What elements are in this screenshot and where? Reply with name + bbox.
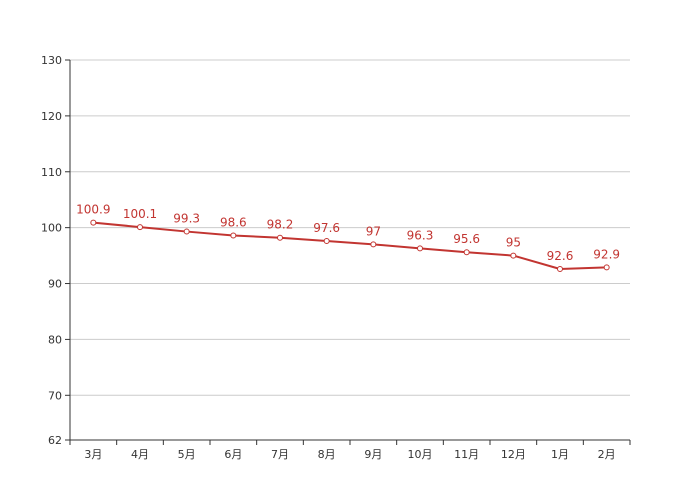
x-tick-label: 1月 bbox=[551, 448, 569, 461]
data-label: 92.6 bbox=[547, 249, 574, 263]
data-label: 97 bbox=[366, 224, 381, 238]
x-tick-label: 2月 bbox=[598, 448, 616, 461]
data-point bbox=[510, 252, 517, 259]
x-tick-label: 6月 bbox=[224, 448, 242, 461]
data-label: 99.3 bbox=[173, 212, 200, 226]
series-layer bbox=[93, 221, 607, 270]
data-point bbox=[370, 241, 377, 248]
y-tick-label: 130 bbox=[41, 54, 62, 67]
data-labels: 100.9 100.1 99.3 98.6 98.2 97.6 97 96.3 95.6 95 92… bbox=[76, 203, 620, 263]
data-label: 92.9 bbox=[593, 247, 620, 261]
x-tick-label: 12月 bbox=[501, 448, 526, 461]
x-tick-label: 4月 bbox=[131, 448, 149, 461]
y-tick-labels: 62 70 80 90 100 110 120 130 bbox=[41, 54, 62, 447]
x-tick-label: 11月 bbox=[454, 448, 479, 461]
data-point bbox=[557, 266, 563, 272]
data-label: 96.3 bbox=[407, 228, 434, 242]
data-point bbox=[463, 249, 470, 256]
data-label: 95 bbox=[506, 236, 521, 250]
data-point bbox=[183, 228, 190, 235]
x-tick-label: 9月 bbox=[364, 448, 382, 461]
y-tick-label: 80 bbox=[48, 333, 62, 346]
gridlines bbox=[70, 59, 630, 396]
y-tick-label: 100 bbox=[41, 222, 62, 235]
x-tick-label: 10月 bbox=[408, 448, 433, 461]
x-tick-label: 3月 bbox=[84, 448, 102, 461]
data-point bbox=[277, 234, 283, 241]
x-tick-labels: 3月 4月 5月 6月 7月 8月 9月 10月 11月 12月 1月 2月 bbox=[84, 448, 615, 461]
x-tick-label: 5月 bbox=[178, 448, 196, 461]
data-label: 97.6 bbox=[313, 221, 340, 235]
data-label: 100.9 bbox=[76, 203, 110, 217]
data-label: 98.6 bbox=[220, 215, 247, 229]
x-tick-label: 7月 bbox=[271, 448, 289, 461]
y-tick-label: 90 bbox=[48, 278, 62, 291]
series-line bbox=[93, 221, 607, 270]
data-point bbox=[603, 264, 610, 271]
data-point bbox=[323, 238, 330, 245]
axes bbox=[65, 59, 631, 445]
data-point bbox=[90, 219, 97, 226]
data-point bbox=[137, 224, 143, 231]
y-tick-label: 110 bbox=[41, 166, 62, 179]
x-tick-label: 8月 bbox=[318, 448, 336, 461]
data-point bbox=[417, 245, 423, 252]
data-label: 100.1 bbox=[123, 207, 157, 221]
data-label: 98.2 bbox=[267, 218, 294, 232]
y-tick-label: 70 bbox=[48, 389, 62, 402]
y-tick-label: 62 bbox=[48, 434, 62, 447]
y-tick-label: 120 bbox=[41, 110, 62, 123]
data-point bbox=[230, 232, 237, 239]
data-label: 95.6 bbox=[453, 232, 480, 246]
data-points bbox=[90, 219, 610, 272]
